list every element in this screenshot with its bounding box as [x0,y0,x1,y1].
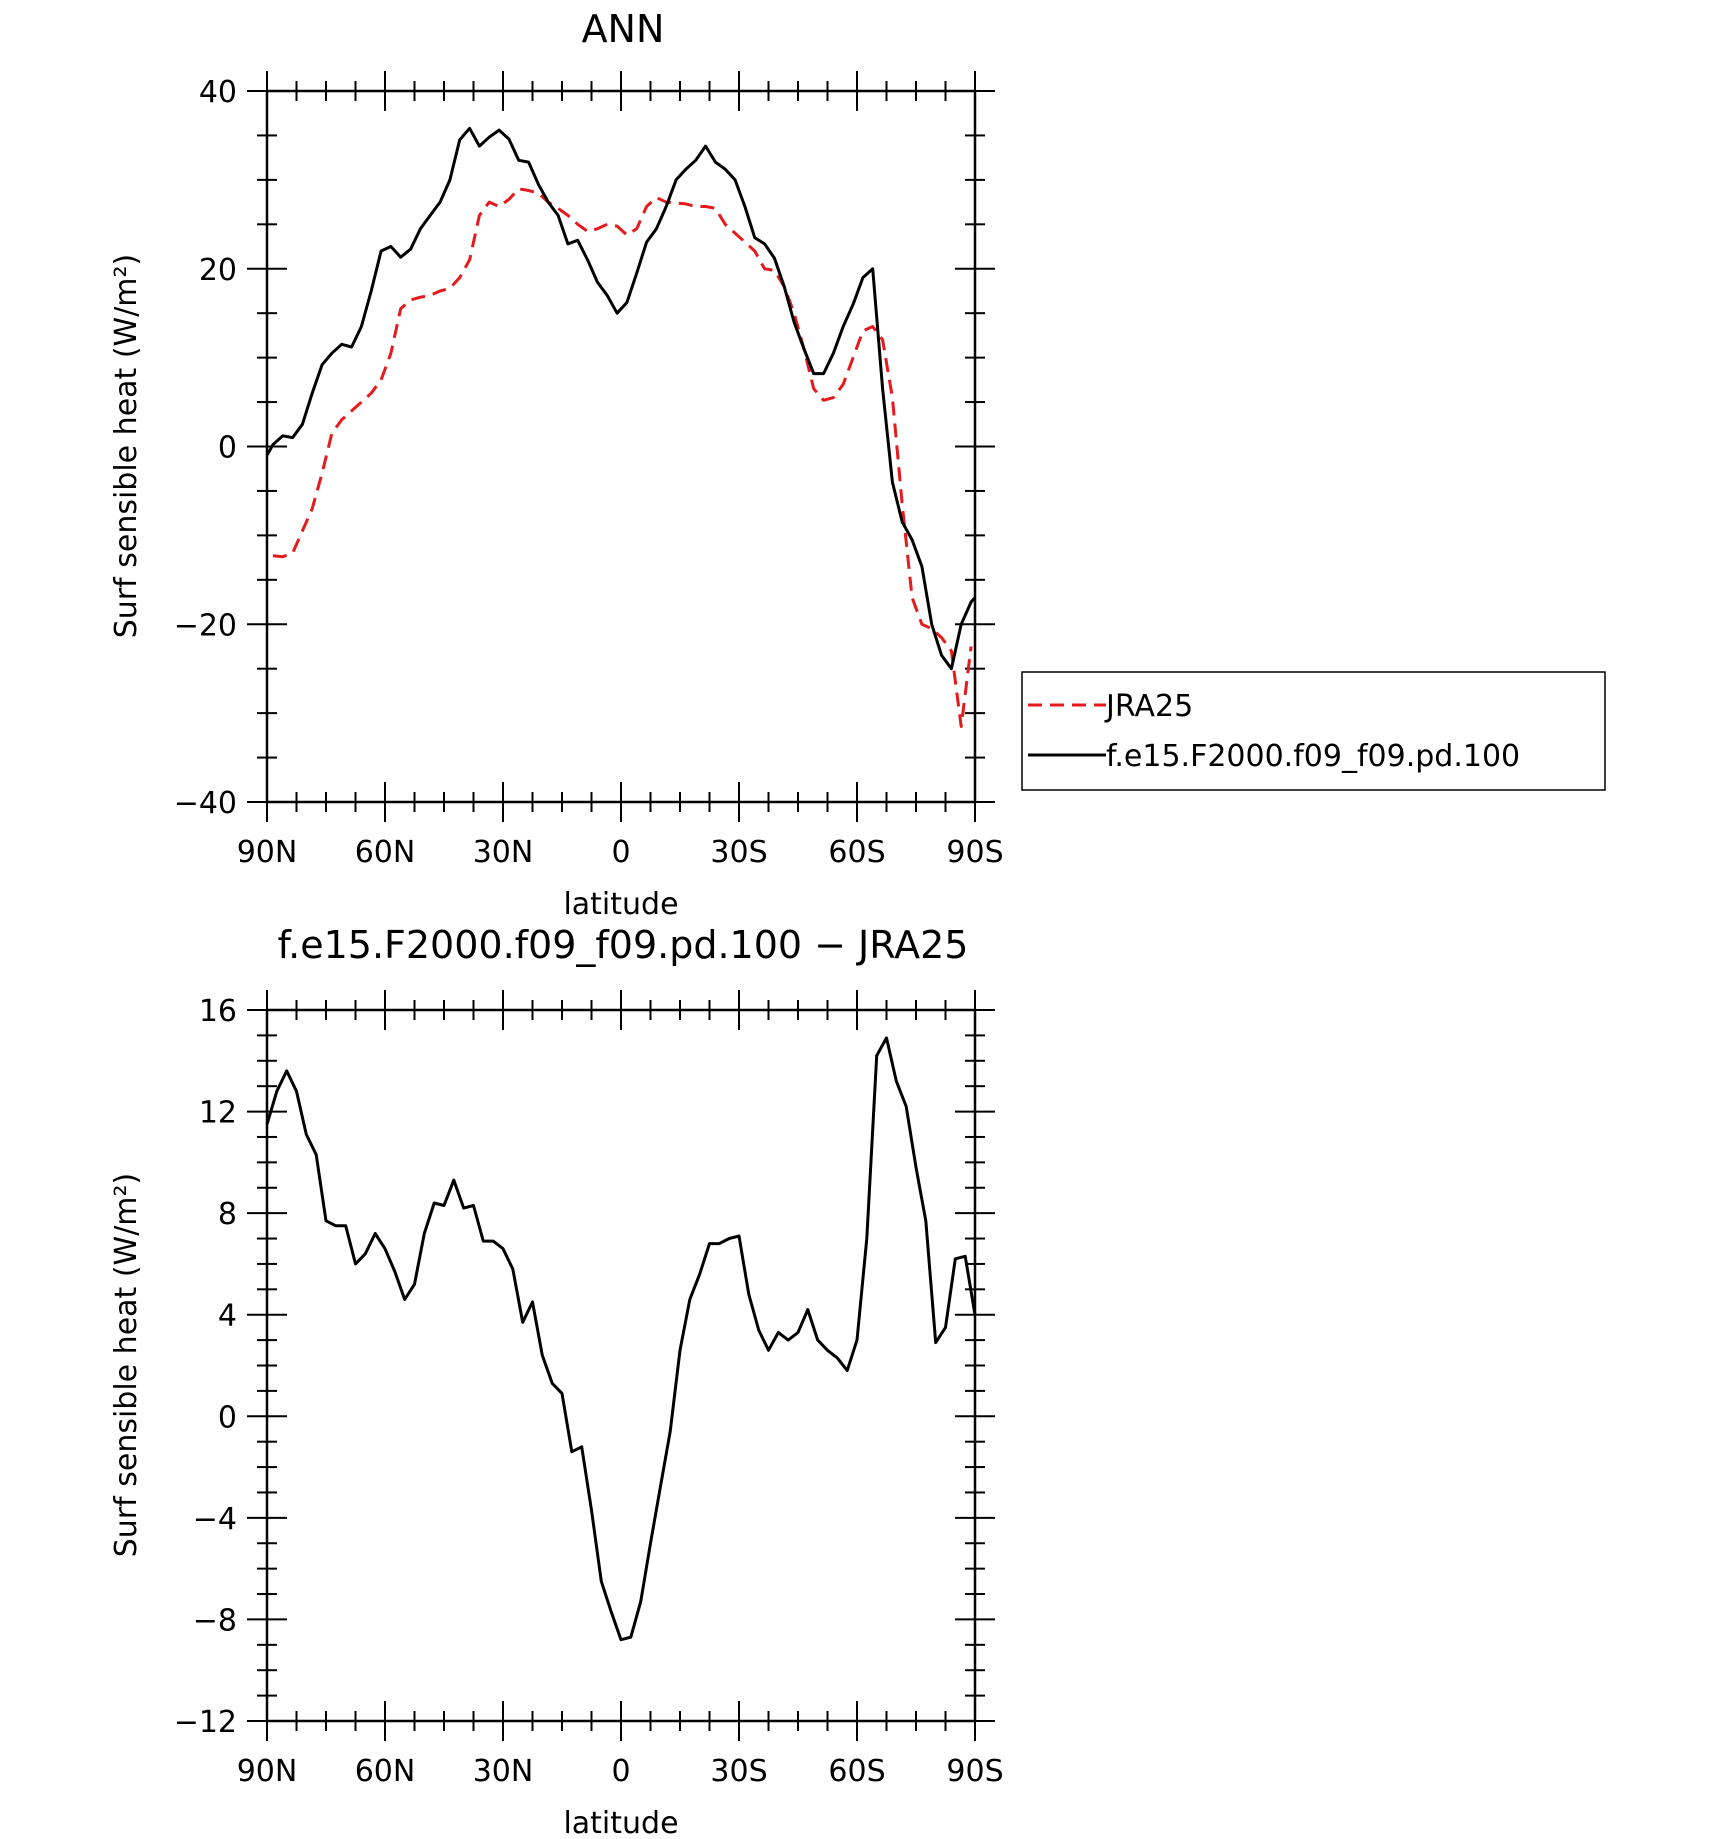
y-axis-ticks: −40 −20 0 20 40 [174,75,995,821]
x-axis-label: latitude [563,1806,678,1839]
y-tick-label: 16 [199,994,237,1029]
y-tick-label: −4 [193,1502,237,1537]
x-tick-label: 30S [710,1754,767,1789]
legend-label-jra25: JRA25 [1104,689,1193,724]
x-tick-label: 30S [710,835,767,870]
x-tick-label: 60N [355,1754,416,1789]
legend-box [1021,671,1606,791]
y-axis-label: Surf sensible heat (W/m²) [109,254,144,639]
series-lines [265,1036,977,1642]
chart-title: ANN [582,7,665,51]
y-tick-label: 40 [199,75,237,110]
legend: JRA25 f.e15.F2000.f09_f09.pd.100 [1021,671,1606,791]
x-tick-label: 90N [237,835,298,870]
x-axis-ticks: 90N 60N 30N 0 30S 60S 90S [237,990,1004,1789]
y-tick-label: 20 [199,253,237,288]
y-tick-label: 0 [218,431,237,466]
series-line-0 [272,187,973,728]
series-line-1 [265,126,977,671]
x-tick-label: 60N [355,835,416,870]
x-tick-label: 90S [946,1754,1003,1789]
y-tick-label: −20 [174,608,237,643]
x-tick-label: 90N [237,1754,298,1789]
y-tick-label: −40 [174,786,237,821]
series-lines [265,126,977,728]
x-tick-label: 90S [946,835,1003,870]
y-tick-label: −12 [174,1705,237,1740]
x-tick-label: 30N [473,835,534,870]
series-line-0 [265,1036,977,1642]
x-axis-ticks: 90N 60N 30N 0 30S 60S 90S [237,71,1004,870]
y-axis-ticks: −12 −8 −4 0 4 8 12 16 [174,994,995,1740]
chart-top-panel: ANN −40 −20 0 20 40 90N 60N 30N 0 30S 60S 90S lati… [109,7,1606,922]
y-tick-label: 8 [218,1197,237,1232]
y-tick-label: 4 [218,1299,237,1334]
plot-frame [265,89,977,804]
x-tick-label: 60S [828,1754,885,1789]
y-axis-label: Surf sensible heat (W/m²) [109,1173,144,1558]
x-axis-label: latitude [563,887,678,922]
y-tick-label: −8 [193,1603,237,1638]
legend-label-model: f.e15.F2000.f09_f09.pd.100 [1106,739,1520,774]
x-tick-label: 30N [473,1754,534,1789]
chart-title: f.e15.F2000.f09_f09.pd.100 − JRA25 [278,923,969,967]
x-tick-label: 0 [611,1754,630,1789]
y-tick-label: 12 [199,1096,237,1131]
y-tick-label: 0 [218,1400,237,1435]
plot-frame [265,1008,977,1723]
x-tick-label: 0 [611,835,630,870]
x-tick-label: 60S [828,835,885,870]
chart-bottom-panel: f.e15.F2000.f09_f09.pd.100 − JRA25 −12 −8… [109,923,1004,1839]
